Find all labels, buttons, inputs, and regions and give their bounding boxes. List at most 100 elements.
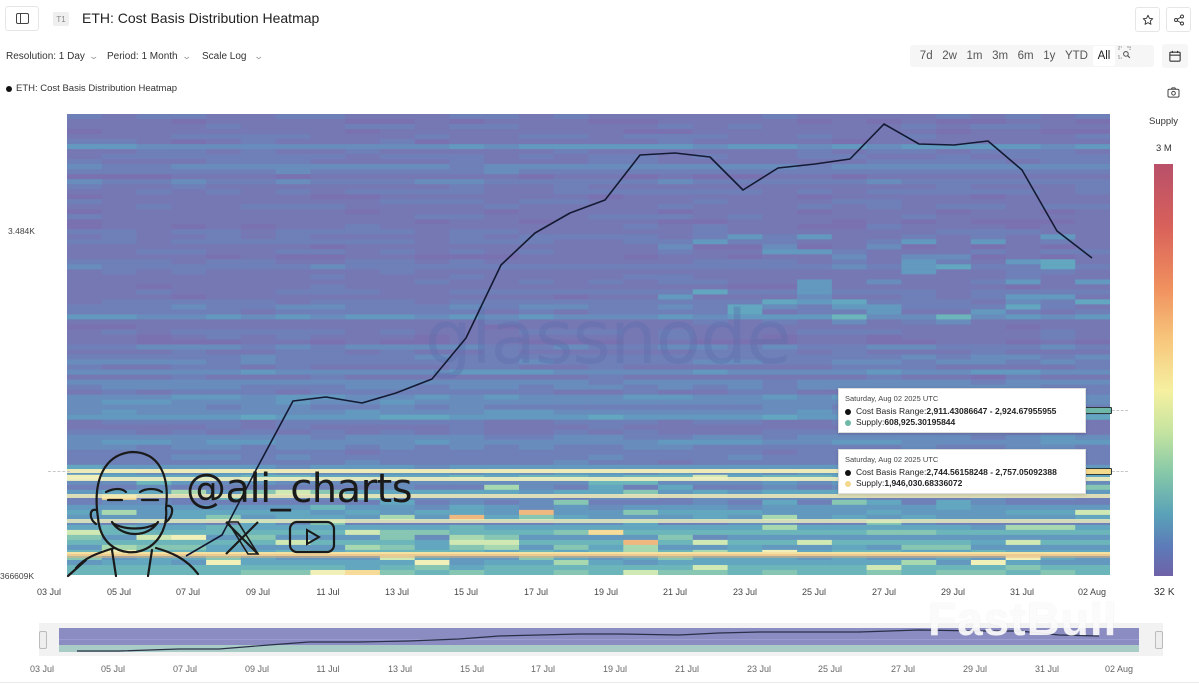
resolution-dropdown[interactable]: Resolution: 1 Day ⌄ [6,51,99,62]
x-tick-label: 25 Jul [801,587,827,597]
calendar-icon [1169,50,1181,62]
x-tick-label: 21 Jul [662,587,688,597]
nav-tick-label: 03 Jul [29,664,55,674]
tooltip-supply-value: 1,946,030.68336072 [884,478,963,488]
nav-tick-label: 13 Jul [387,664,413,674]
y-axis-label-bottom: 366609K [0,571,35,581]
tooltip-supply-label: Supply: [856,417,885,427]
supply-bullet-icon [845,419,851,426]
series-dot-icon [6,85,12,92]
x-tick-label: 19 Jul [593,587,619,597]
cost-basis-bullet-icon [845,408,851,415]
x-tick-label: 09 Jul [245,587,271,597]
nav-tick-label: 07 Jul [172,664,198,674]
navigator-right-handle[interactable] [1155,631,1163,649]
nav-tick-label: 27 Jul [890,664,916,674]
nav-tick-label: 29 Jul [962,664,988,674]
chevron-down-icon: ⌄ [181,51,192,61]
nav-tick-label: 21 Jul [674,664,700,674]
sidebar-panel-icon [15,13,29,24]
share-button[interactable] [1166,7,1191,32]
star-icon [1142,14,1153,25]
resolution-label: Resolution: 1 Day [6,51,85,62]
x-tick-label: 29 Jul [940,587,966,597]
chevron-down-icon: ⌄ [88,51,99,61]
nav-tick-label: 02 Aug [1104,664,1134,674]
supply-colorbar [1154,164,1173,576]
nav-tick-label: 31 Jul [1034,664,1060,674]
nav-tick-label: 11 Jul [316,664,340,674]
scale-dropdown[interactable]: Scale Log ⌄ [202,51,265,62]
range-all[interactable]: All [1092,46,1116,66]
tooltip-supply-label: Supply: [856,478,885,488]
nav-tick-label: 09 Jul [244,664,270,674]
crosshair-line-left [48,471,70,472]
tooltip-supply-value: 608,925.30195844 [884,417,956,427]
period-dropdown[interactable]: Period: 1 Month ⌄ [107,51,192,62]
nav-tick-label: 05 Jul [100,664,126,674]
camera-icon [1167,87,1180,98]
range-1m[interactable]: 1m [966,50,983,62]
x-logo-icon [225,521,260,555]
calendar-button[interactable] [1162,44,1188,68]
period-label: Period: 1 Month [107,51,178,62]
nav-tick-label: 19 Jul [602,664,628,674]
series-legend[interactable]: ETH: Cost Basis Distribution Heatmap [6,83,177,94]
x-tick-label: 15 Jul [453,587,479,597]
range-3m[interactable]: 3m [992,50,1009,62]
screenshot-button[interactable] [1167,85,1181,98]
tooltip-upper: Saturday, Aug 02 2025 UTC Cost Basis Ran… [838,388,1086,433]
range-6m[interactable]: 6m [1017,50,1034,62]
navigator-price-line [77,629,1100,652]
x-tick-label: 05 Jul [106,587,132,597]
favorite-button[interactable] [1135,7,1160,32]
scale-label: Scale Log [202,51,247,62]
tooltip-range-label: Cost Basis Range: [856,467,927,477]
supply-bullet-icon [845,480,851,487]
x-tick-label: 17 Jul [523,587,549,597]
range-2w[interactable]: 2w [942,50,957,62]
bottom-divider [0,682,1199,683]
avatar-sketch-icon [66,450,200,578]
nav-tick-label: 25 Jul [817,664,843,674]
y-axis-label-top: 3.484K [8,226,35,236]
navigator-track[interactable] [59,628,1139,652]
x-tick-label: 31 Jul [1009,587,1035,597]
page-title: ETH: Cost Basis Distribution Heatmap [82,10,320,26]
x-tick-label: 11 Jul [316,587,340,597]
crosshair-line-lower [1112,471,1128,472]
nav-tick-label: 23 Jul [746,664,772,674]
series-legend-label: ETH: Cost Basis Distribution Heatmap [16,83,178,94]
navigator-left-handle[interactable] [39,631,47,649]
tooltip-date: Saturday, Aug 02 2025 UTC [845,394,939,403]
zoom-select-button[interactable] [1115,46,1134,66]
x-tick-label: 03 Jul [36,587,62,597]
share-icon [1173,14,1184,25]
range-navigator[interactable] [39,623,1163,656]
tooltip-range-label: Cost Basis Range: [856,406,927,416]
colorbar-min-label: 32 K [1154,587,1175,598]
author-handle-watermark: @ali_charts [186,466,413,512]
youtube-logo-icon [288,520,336,554]
x-tick-label: 27 Jul [871,587,897,597]
colorbar-max-label: 3 M [1156,143,1172,154]
tooltip-date: Saturday, Aug 02 2025 UTC [845,455,939,464]
tooltip-range-value: 2,744.56158248 - 2,757.05092388 [926,467,1057,477]
x-tick-label: 07 Jul [175,587,201,597]
range-ytd[interactable]: YTD [1064,50,1088,62]
x-tick-label: 23 Jul [732,587,758,597]
sidebar-toggle-button[interactable] [5,6,39,31]
range-1y[interactable]: 1y [1043,50,1056,62]
nav-tick-label: 17 Jul [530,664,556,674]
chart-tag: T1 [53,12,69,26]
tooltip-lower: Saturday, Aug 02 2025 UTC Cost Basis Ran… [838,449,1086,494]
zoom-select-icon [1118,46,1131,59]
tooltip-range-value: 2,911.43086647 - 2,924.67955955 [926,406,1057,416]
chevron-down-icon: ⌄ [253,51,265,61]
x-tick-label: 02 Aug [1077,587,1107,597]
colorbar-title: Supply [1149,116,1179,127]
range-7d[interactable]: 7d [919,50,933,62]
x-tick-label: 13 Jul [384,587,410,597]
cost-basis-bullet-icon [845,469,851,476]
nav-tick-label: 15 Jul [459,664,485,674]
